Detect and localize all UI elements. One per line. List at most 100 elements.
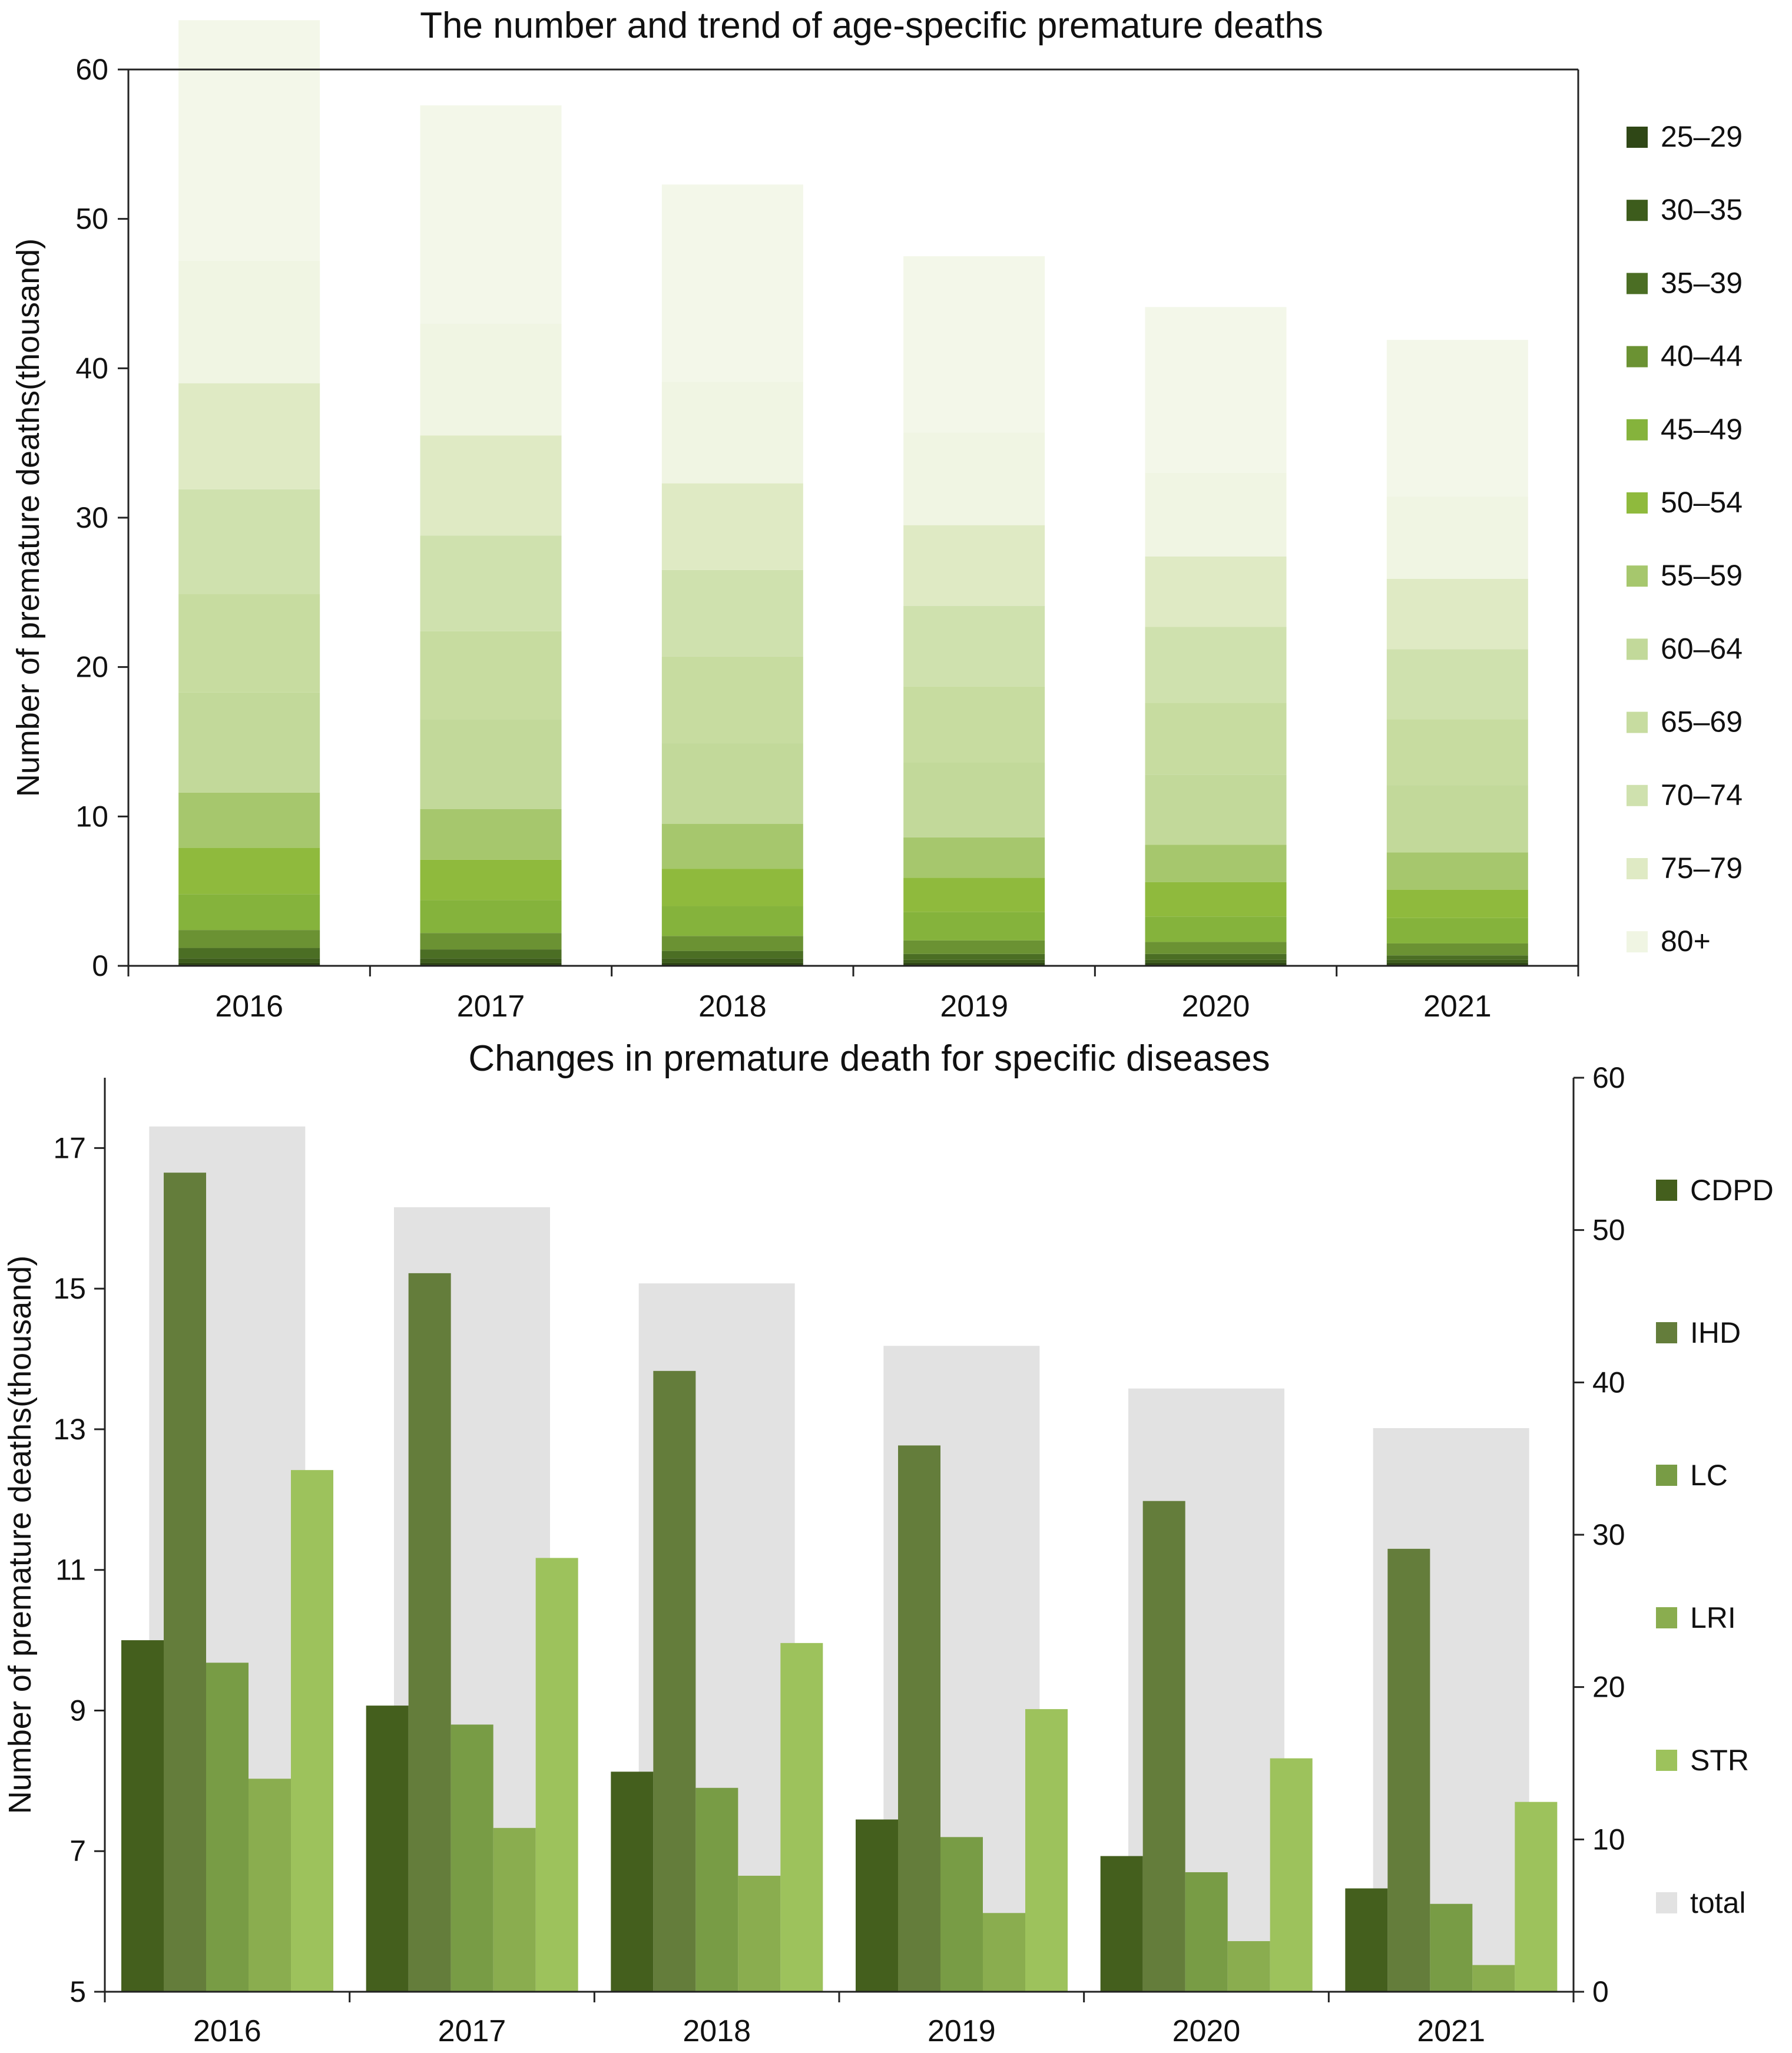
x-tick-label: 2020 — [1172, 2014, 1241, 2048]
legend-swatch-45-49 — [1627, 419, 1648, 441]
legend-swatch-30-35 — [1627, 200, 1648, 221]
bar-segment-2019-55-59 — [903, 837, 1045, 878]
legend-label-lri: LRI — [1690, 1601, 1736, 1634]
bar-segment-2019-25-29 — [903, 962, 1045, 966]
bar-segment-2018-30-35 — [661, 958, 803, 963]
legend-label-35-39: 35–39 — [1661, 266, 1743, 299]
legend-swatch-75-79 — [1627, 858, 1648, 879]
bar-segment-2020-55-59 — [1145, 845, 1287, 882]
bar-segment-2019-45-49 — [903, 912, 1045, 941]
legend-swatch-80 — [1627, 931, 1648, 953]
legend-swatch-lri — [1656, 1607, 1677, 1628]
legend-label-75-79: 75–79 — [1661, 852, 1743, 885]
bar-segment-2021-45-49 — [1386, 918, 1528, 943]
y-tick-label: 10 — [75, 800, 108, 833]
legend-label-45-49: 45–49 — [1661, 413, 1743, 446]
bar-segment-2017-45-49 — [420, 900, 562, 933]
x-tick-label: 2016 — [215, 989, 283, 1024]
bar-segment-2019-80 — [903, 432, 1045, 525]
legend-swatch-65-69 — [1627, 711, 1648, 733]
bar-segment-2018-60-64 — [661, 743, 803, 824]
bar-segment-2018-55-59 — [661, 824, 803, 869]
bar-ihd-2021 — [1387, 1548, 1430, 1992]
bar-segment-2018-70-74 — [661, 569, 803, 657]
legend-swatch-60-64 — [1627, 638, 1648, 660]
x-tick-label: 2021 — [1417, 2014, 1485, 2048]
legend-label-ihd: IHD — [1690, 1316, 1741, 1349]
bar-segment-2016-60-64 — [178, 692, 320, 793]
legend-label-40-44: 40–44 — [1661, 340, 1743, 373]
bar-segment-2019-top — [903, 256, 1045, 433]
bar-str-2021 — [1515, 1802, 1558, 1992]
bar-segment-2016-25-29 — [178, 962, 320, 966]
bar-segment-2017-30-35 — [420, 958, 562, 963]
bar-cdpd-2016 — [121, 1640, 164, 1992]
y-tick-label: 20 — [75, 651, 108, 684]
legend-swatch-lc — [1656, 1465, 1677, 1486]
bar-lri-2019 — [983, 1913, 1025, 1992]
legend-swatch-50-54 — [1627, 492, 1648, 514]
bar-lc-2018 — [695, 1787, 738, 1992]
legend-label-30-35: 30–35 — [1661, 193, 1743, 226]
bar-segment-2016-35-39 — [178, 948, 320, 959]
legend-swatch-ihd — [1656, 1322, 1677, 1343]
y-tick-label: 0 — [92, 949, 108, 982]
legend-label-25-29: 25–29 — [1661, 120, 1743, 153]
bar-segment-2020-25-29 — [1145, 962, 1287, 966]
legend-swatch-total — [1656, 1892, 1677, 1913]
legend-label-str: STR — [1690, 1744, 1749, 1777]
bar-segment-2017-50-54 — [420, 859, 562, 900]
legend-label-total: total — [1690, 1886, 1746, 1919]
bar-cdpd-2017 — [366, 1706, 409, 1992]
bar-segment-2018-40-44 — [661, 936, 803, 951]
legend-label-60-64: 60–64 — [1661, 632, 1743, 665]
x-tick-label: 2017 — [438, 2014, 506, 2048]
bar-segment-2016-70-74 — [178, 489, 320, 594]
bar-ihd-2017 — [408, 1273, 451, 1992]
bar-cdpd-2018 — [611, 1771, 654, 1992]
bar-segment-2020-70-74 — [1145, 627, 1287, 703]
legend-label-70-74: 70–74 — [1661, 779, 1743, 812]
bar-segment-2020-45-49 — [1145, 916, 1287, 942]
y-tick-label: 5 — [69, 1975, 86, 2008]
bar-segment-2021-65-69 — [1386, 719, 1528, 786]
bar-segment-2018-top — [661, 184, 803, 382]
bar-segment-2019-75-79 — [903, 525, 1045, 606]
y-tick-label: 13 — [53, 1413, 86, 1446]
bar-segment-2017-35-39 — [420, 949, 562, 959]
bar-lc-2020 — [1185, 1872, 1228, 1992]
bar-str-2016 — [291, 1470, 333, 1992]
legend-label-50-54: 50–54 — [1661, 486, 1743, 519]
bar-segment-2016-40-44 — [178, 930, 320, 948]
bar-str-2019 — [1025, 1709, 1068, 1992]
y-axis-label: Number of premature deaths(thousand) — [11, 239, 46, 797]
legend-swatch-cdpd — [1656, 1180, 1677, 1201]
bar-segment-2021-80 — [1386, 496, 1528, 580]
age-specific-premature-deaths-chart: The number and trend of age-specific pre… — [11, 5, 1743, 1024]
bar-segment-2018-75-79 — [661, 483, 803, 570]
bar-segment-2017-70-74 — [420, 535, 562, 631]
legend-label-55-59: 55–59 — [1661, 559, 1743, 592]
bar-ihd-2016 — [164, 1173, 206, 1992]
bar-segment-2020-50-54 — [1145, 882, 1287, 917]
chart-title: The number and trend of age-specific pre… — [420, 5, 1323, 46]
bar-lc-2017 — [451, 1724, 493, 1992]
y-tick-label: 50 — [75, 203, 108, 236]
bar-segment-2018-35-39 — [661, 951, 803, 959]
bar-segment-2021-25-29 — [1386, 962, 1528, 966]
bar-segment-2019-65-69 — [903, 686, 1045, 763]
bar-segment-2016-75-79 — [178, 383, 320, 489]
y2-tick-label: 0 — [1592, 1975, 1609, 2008]
bar-segment-2017-60-64 — [420, 719, 562, 809]
bar-lri-2018 — [738, 1876, 781, 1992]
legend-label-lc: LC — [1690, 1459, 1728, 1492]
x-tick-label: 2020 — [1182, 989, 1250, 1024]
y-tick-label: 60 — [75, 53, 108, 86]
x-tick-label: 2018 — [683, 2014, 751, 2048]
x-tick-label: 2019 — [940, 989, 1008, 1024]
legend-swatch-25-29 — [1627, 127, 1648, 148]
bar-str-2018 — [780, 1643, 823, 1992]
bar-segment-2021-55-59 — [1386, 852, 1528, 890]
bar-segment-2016-65-69 — [178, 594, 320, 693]
